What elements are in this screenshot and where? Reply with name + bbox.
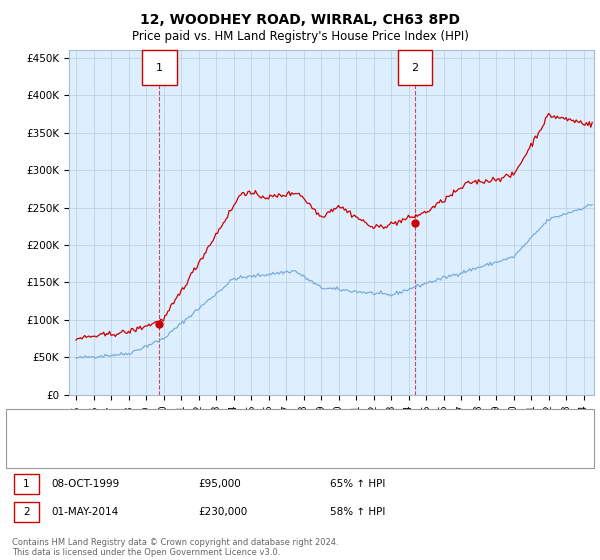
FancyBboxPatch shape [142,50,176,85]
Text: 08-OCT-1999: 08-OCT-1999 [51,479,119,489]
Text: 58% ↑ HPI: 58% ↑ HPI [330,507,385,517]
Text: Price paid vs. HM Land Registry's House Price Index (HPI): Price paid vs. HM Land Registry's House … [131,30,469,43]
Text: HPI: Average price, semi-detached house, Wirral: HPI: Average price, semi-detached house,… [54,445,296,455]
Text: 65% ↑ HPI: 65% ↑ HPI [330,479,385,489]
Text: 1: 1 [23,479,30,489]
Text: 1: 1 [156,63,163,73]
Text: —: — [24,442,40,458]
Text: £230,000: £230,000 [198,507,247,517]
Text: 2: 2 [411,63,418,73]
FancyBboxPatch shape [398,50,431,85]
Text: —: — [24,420,40,435]
Text: Contains HM Land Registry data © Crown copyright and database right 2024.
This d: Contains HM Land Registry data © Crown c… [12,538,338,557]
Text: 12, WOODHEY ROAD, WIRRAL, CH63 8PD: 12, WOODHEY ROAD, WIRRAL, CH63 8PD [140,13,460,27]
Text: 12, WOODHEY ROAD, WIRRAL, CH63 8PD (semi-detached house): 12, WOODHEY ROAD, WIRRAL, CH63 8PD (semi… [54,423,378,433]
Text: £95,000: £95,000 [198,479,241,489]
Text: 01-MAY-2014: 01-MAY-2014 [51,507,118,517]
Text: 2: 2 [23,507,30,517]
